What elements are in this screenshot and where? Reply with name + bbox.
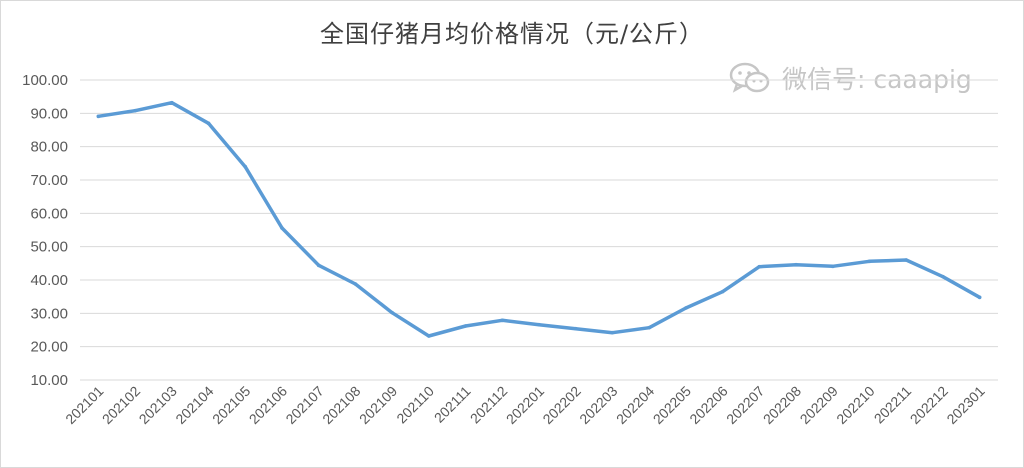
x-tick-label: 202102 xyxy=(99,383,143,427)
x-tick-label: 202212 xyxy=(907,383,951,427)
x-tick-label: 202111 xyxy=(431,383,474,426)
data-point xyxy=(941,274,945,279)
x-tick-label: 202103 xyxy=(136,383,180,427)
y-tick-label: 60.00 xyxy=(30,205,68,222)
data-point xyxy=(537,322,541,327)
x-tick-label: 202108 xyxy=(319,383,363,427)
data-point xyxy=(316,263,321,268)
wechat-icon xyxy=(729,62,770,93)
x-tick-label: 202109 xyxy=(356,383,400,427)
x-tick-label: 202207 xyxy=(723,383,767,427)
x-tick-label: 202104 xyxy=(172,383,216,427)
data-point xyxy=(867,259,872,264)
data-point xyxy=(390,310,394,315)
x-tick-label: 202107 xyxy=(282,383,326,427)
x-tick-label: 202203 xyxy=(576,383,620,427)
x-tick-label: 202204 xyxy=(613,383,657,427)
x-tick-label: 202209 xyxy=(797,383,841,427)
data-point xyxy=(904,258,908,262)
data-point xyxy=(830,264,835,269)
x-tick-label: 202110 xyxy=(393,383,437,427)
x-tick-label: 202105 xyxy=(209,383,253,427)
data-point xyxy=(96,114,101,119)
data-point xyxy=(353,282,358,286)
x-tick-label: 202201 xyxy=(503,383,547,427)
x-tick-label: 202101 xyxy=(62,383,106,427)
data-point xyxy=(573,326,578,331)
y-tick-label: 30.00 xyxy=(30,305,68,322)
data-point xyxy=(133,108,137,113)
data-point xyxy=(794,262,798,267)
data-point xyxy=(243,164,248,169)
data-point xyxy=(463,324,468,328)
x-tick-label: 202202 xyxy=(539,383,583,427)
x-tick-label: 202301 xyxy=(943,383,987,427)
data-point xyxy=(684,306,688,310)
x-tick-label: 202210 xyxy=(833,383,877,427)
x-tick-label: 202211 xyxy=(871,383,915,427)
x-tick-label: 202208 xyxy=(760,383,804,427)
y-tick-label: 20.00 xyxy=(30,339,68,356)
data-point xyxy=(280,226,284,230)
data-point xyxy=(500,318,505,323)
chart-title: 全国仔猪月均价格情况（元/公斤） xyxy=(319,20,705,48)
data-point xyxy=(720,289,725,294)
data-point xyxy=(977,295,982,300)
y-tick-label: 80.00 xyxy=(30,139,68,156)
x-tick-label: 202206 xyxy=(686,383,730,427)
x-tick-label: 202205 xyxy=(650,383,694,427)
y-tick-label: 90.00 xyxy=(30,105,68,122)
y-tick-label: 70.00 xyxy=(30,172,68,189)
x-tick-label: 202112 xyxy=(467,383,511,427)
y-tick-label: 10.00 xyxy=(30,372,68,389)
x-tick-label: 202106 xyxy=(246,383,290,427)
data-point xyxy=(647,325,651,330)
data-point xyxy=(206,121,211,126)
series-line xyxy=(96,100,982,338)
data-point xyxy=(610,330,615,335)
y-tick-label: 40.00 xyxy=(30,272,68,289)
data-point xyxy=(757,264,762,269)
data-point xyxy=(427,334,431,338)
y-tick-label: 50.00 xyxy=(30,239,68,256)
data-point xyxy=(170,100,174,105)
y-tick-label: 100.00 xyxy=(22,72,68,89)
